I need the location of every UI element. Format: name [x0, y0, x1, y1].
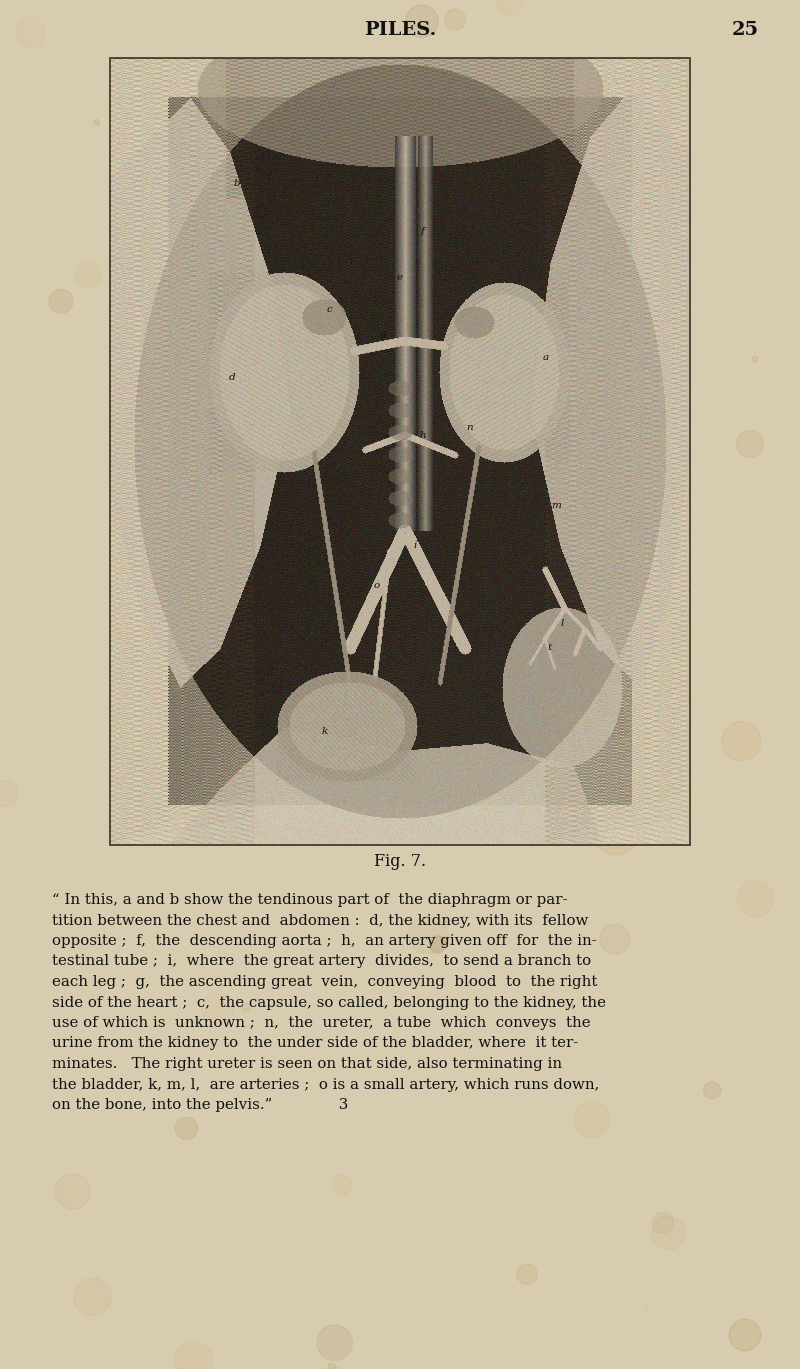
Text: g: g — [380, 329, 386, 338]
Text: h: h — [420, 430, 426, 439]
Circle shape — [402, 253, 450, 303]
Circle shape — [174, 1342, 213, 1369]
Circle shape — [729, 1320, 761, 1351]
Text: opposite ;  f,  the  descending aorta ;  h,  an artery given off  for  the in-: opposite ; f, the descending aorta ; h, … — [52, 934, 597, 947]
Circle shape — [574, 1101, 610, 1138]
Circle shape — [49, 289, 73, 314]
Circle shape — [328, 1364, 336, 1369]
Text: l: l — [560, 620, 564, 628]
Circle shape — [737, 430, 763, 457]
Circle shape — [240, 550, 254, 565]
Text: f: f — [421, 226, 425, 235]
Circle shape — [535, 671, 557, 693]
Text: the bladder, k, m, l,  are arteries ;  o is a small artery, which runs down,: the bladder, k, m, l, are arteries ; o i… — [52, 1077, 599, 1091]
Text: use of which is  unknown ;  n,  the  ureter,  a tube  which  conveys  the: use of which is unknown ; n, the ureter,… — [52, 1016, 590, 1029]
Circle shape — [652, 1212, 673, 1233]
Circle shape — [366, 756, 374, 764]
Text: c: c — [326, 305, 332, 315]
Circle shape — [517, 1264, 538, 1284]
Circle shape — [703, 1082, 721, 1099]
Circle shape — [179, 461, 190, 472]
Text: PILES.: PILES. — [364, 21, 436, 38]
Circle shape — [738, 880, 774, 917]
Text: each leg ;  g,  the ascending great  vein,  conveying  blood  to  the right: each leg ; g, the ascending great vein, … — [52, 975, 598, 988]
Text: m: m — [551, 501, 561, 511]
Text: n: n — [466, 423, 474, 431]
Circle shape — [722, 721, 761, 761]
Circle shape — [430, 936, 446, 953]
Circle shape — [448, 490, 485, 527]
Circle shape — [175, 1117, 198, 1139]
Text: tition between the chest and  abdomen :  d, the kidney, with its  fellow: tition between the chest and abdomen : d… — [52, 913, 588, 928]
Circle shape — [55, 1173, 90, 1209]
Text: o: o — [374, 580, 380, 590]
Text: d: d — [229, 372, 235, 382]
Text: k: k — [322, 727, 328, 735]
Circle shape — [600, 924, 630, 954]
Text: minates.   The right ureter is seen on that side, also terminating in: minates. The right ureter is seen on tha… — [52, 1057, 562, 1071]
Text: e: e — [397, 274, 403, 282]
Text: a: a — [543, 352, 549, 361]
Text: urine from the kidney to  the under side of the bladder, where  it ter-: urine from the kidney to the under side … — [52, 1036, 578, 1050]
Circle shape — [312, 735, 352, 775]
Text: testinal tube ;  i,  where  the great artery  divides,  to send a branch to: testinal tube ; i, where the great arter… — [52, 954, 591, 968]
Circle shape — [564, 465, 575, 475]
Circle shape — [752, 356, 758, 361]
Circle shape — [653, 565, 670, 583]
Circle shape — [224, 663, 257, 695]
Circle shape — [644, 1306, 649, 1310]
Circle shape — [481, 56, 501, 77]
Text: b: b — [234, 178, 240, 188]
Circle shape — [341, 449, 375, 483]
Circle shape — [495, 0, 523, 15]
Text: t: t — [548, 643, 552, 653]
Circle shape — [379, 419, 420, 460]
Circle shape — [522, 431, 558, 467]
Circle shape — [406, 5, 438, 37]
Circle shape — [570, 205, 582, 218]
Circle shape — [317, 1325, 353, 1361]
Circle shape — [94, 119, 99, 125]
Circle shape — [638, 81, 643, 86]
Text: side of the heart ;  c,  the capsule, so called, belonging to the kidney, the: side of the heart ; c, the capsule, so c… — [52, 995, 606, 1009]
Circle shape — [651, 1216, 686, 1250]
Text: on the bone, into the pelvis.”              3: on the bone, into the pelvis.” 3 — [52, 1098, 348, 1112]
Circle shape — [332, 1175, 351, 1194]
Circle shape — [228, 716, 266, 754]
Circle shape — [116, 263, 163, 309]
Circle shape — [534, 348, 561, 374]
Text: Fig. 7.: Fig. 7. — [374, 853, 426, 871]
Circle shape — [445, 10, 466, 30]
Circle shape — [592, 806, 640, 856]
Circle shape — [242, 1003, 250, 1012]
Circle shape — [443, 917, 449, 923]
Text: 25: 25 — [731, 21, 758, 38]
Text: “ In this, a and b show the tendinous part of  the diaphragm or par-: “ In this, a and b show the tendinous pa… — [52, 893, 567, 908]
Circle shape — [74, 1279, 111, 1316]
Text: i: i — [414, 541, 417, 549]
Circle shape — [128, 97, 172, 141]
Circle shape — [467, 582, 500, 615]
